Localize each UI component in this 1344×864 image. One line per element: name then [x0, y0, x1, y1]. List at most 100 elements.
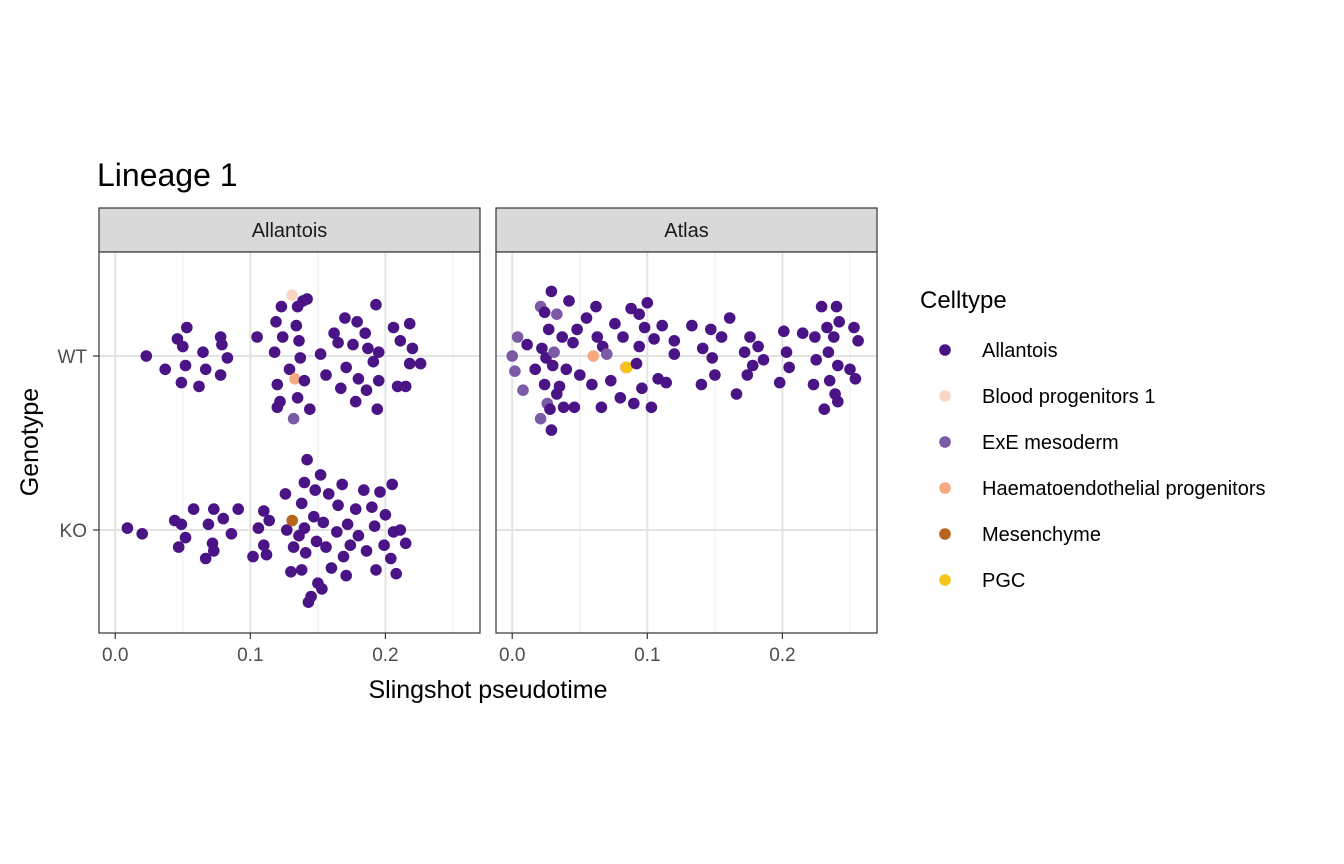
data-point: [181, 321, 193, 334]
data-point: [197, 346, 209, 359]
data-point: [556, 331, 568, 343]
data-point: [852, 335, 864, 347]
data-point: [832, 395, 844, 408]
data-point: [308, 510, 320, 523]
data-point: [809, 331, 821, 343]
data-point: [695, 378, 708, 391]
data-point: [542, 323, 555, 336]
data-point: [214, 369, 227, 381]
data-point: [773, 376, 786, 389]
data-point: [849, 373, 862, 385]
data-point: [295, 497, 308, 510]
data-point: [349, 395, 362, 408]
data-point: [251, 331, 263, 343]
data-point: [372, 346, 385, 359]
data-point: [783, 361, 795, 374]
data-point: [830, 300, 843, 313]
data-point: [322, 488, 335, 500]
strip-atlas: [495, 207, 878, 253]
data-point: [199, 363, 212, 376]
data-point: [371, 403, 384, 416]
data-point: [636, 382, 648, 395]
data-point: [271, 378, 284, 391]
data-point: [534, 412, 547, 425]
legend-label: Mesenchyme: [982, 524, 1101, 546]
data-point: [263, 514, 276, 527]
data-point: [177, 340, 189, 353]
data-point: [741, 369, 754, 381]
x-tick-label: 0.2: [769, 645, 795, 666]
data-point: [309, 484, 322, 496]
data-point: [310, 535, 323, 548]
data-point: [140, 350, 153, 362]
data-point: [294, 352, 307, 364]
data-point: [403, 357, 416, 370]
data-point: [339, 312, 351, 324]
data-point: [399, 537, 412, 550]
data-point: [298, 374, 311, 387]
data-point: [175, 376, 188, 389]
legend-key: [939, 436, 951, 448]
data-point: [571, 323, 583, 336]
data-point: [287, 541, 300, 553]
x-axis-atlas: 0.0 0.1 0.2: [499, 633, 796, 666]
x-axis-title: Slingshot pseudotime: [368, 676, 607, 704]
y-axis: WT KO: [57, 347, 99, 542]
x-tick-label: 0.1: [634, 645, 660, 666]
data-point: [638, 321, 651, 334]
data-point: [386, 478, 399, 491]
data-point: [336, 478, 349, 491]
data-point: [617, 331, 629, 343]
data-point: [340, 361, 353, 374]
data-point: [351, 316, 363, 328]
data-point: [301, 293, 313, 305]
data-point: [832, 359, 844, 372]
data-point: [314, 348, 327, 360]
data-point: [352, 529, 365, 542]
data-point: [291, 392, 304, 404]
data-point: [299, 547, 312, 559]
data-point: [536, 342, 548, 355]
data-point: [341, 518, 354, 531]
data-point: [202, 518, 215, 531]
data-point: [360, 545, 373, 557]
data-point: [540, 352, 552, 364]
data-point: [601, 348, 613, 360]
data-point: [252, 522, 265, 534]
data-point: [362, 342, 374, 355]
data-point: [641, 297, 654, 309]
data-point: [286, 514, 299, 527]
data-point: [517, 384, 529, 397]
data-point: [295, 564, 308, 576]
data-point: [609, 317, 621, 330]
data-point: [298, 522, 311, 534]
data-point: [752, 340, 764, 353]
data-point: [208, 503, 220, 515]
data-point: [331, 526, 343, 538]
data-point: [279, 488, 292, 500]
data-point: [290, 319, 303, 332]
data-point: [538, 378, 551, 391]
data-point: [818, 403, 831, 416]
data-point: [538, 306, 551, 319]
data-point: [335, 382, 347, 395]
x-tick-label: 0.0: [499, 645, 525, 666]
x-tick-label: 0.2: [372, 645, 398, 666]
data-point: [179, 359, 192, 372]
data-point: [366, 501, 378, 513]
legend-key: [939, 574, 951, 586]
panel-atlas: Atlas 0.0 0.1 0.2: [495, 207, 878, 666]
data-point: [595, 401, 608, 414]
data-point: [358, 484, 370, 496]
legend-label: ExE mesoderm: [982, 432, 1119, 454]
legend: Celltype Allantois Blood progenitors 1 ExE…: [920, 287, 1266, 592]
data-point: [660, 376, 672, 389]
data-point: [175, 518, 188, 531]
data-point: [367, 355, 380, 368]
data-point: [275, 300, 288, 313]
data-point: [614, 392, 627, 404]
data-point: [399, 380, 412, 393]
data-point: [301, 453, 313, 466]
data-point: [368, 520, 381, 532]
